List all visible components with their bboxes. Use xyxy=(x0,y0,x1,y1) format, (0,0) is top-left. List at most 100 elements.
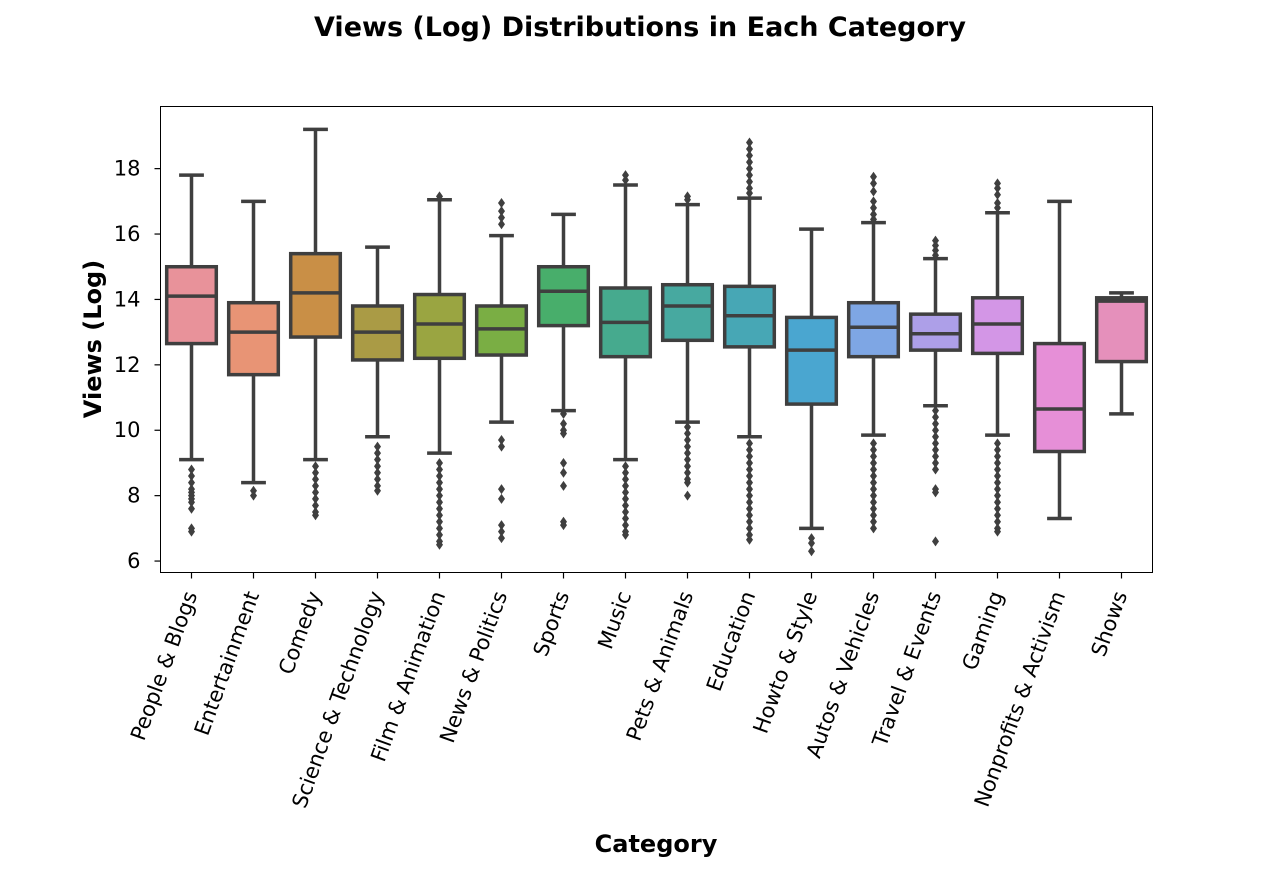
outlier-point xyxy=(498,520,505,531)
outlier-point xyxy=(746,503,753,514)
y-axis: 6 8 10 12 14 16 18 xyxy=(114,157,161,573)
outlier-point xyxy=(436,497,443,508)
outlier-point xyxy=(684,454,691,465)
outlier-point xyxy=(746,510,753,521)
outlier-point xyxy=(560,520,567,531)
outlier-point xyxy=(560,408,567,419)
outlier-point xyxy=(374,474,381,485)
boxes-layer xyxy=(164,127,1149,557)
outlier-point xyxy=(932,250,939,261)
outlier-point xyxy=(932,425,939,436)
outlier-point xyxy=(188,503,195,514)
outlier-point xyxy=(188,497,195,508)
outlier-point xyxy=(560,457,567,468)
outlier-point xyxy=(870,444,877,455)
outlier-point xyxy=(994,471,1001,482)
outlier-point xyxy=(374,454,381,465)
outlier-point xyxy=(994,497,1001,508)
outlier-point xyxy=(498,441,505,452)
y-tick-label: 8 xyxy=(127,484,140,508)
outlier-point xyxy=(870,457,877,468)
outlier-point xyxy=(250,490,257,501)
x-tick-label: Education xyxy=(702,588,760,694)
x-axis-label: Category xyxy=(595,830,718,858)
outlier-point xyxy=(746,176,753,187)
outlier-point xyxy=(870,451,877,462)
x-tick-label: Gaming xyxy=(958,588,1009,673)
outlier-point xyxy=(932,431,939,442)
outlier-point xyxy=(932,451,939,462)
outlier-point xyxy=(932,444,939,455)
outlier-point xyxy=(746,157,753,168)
outlier-point xyxy=(560,428,567,439)
outlier-point xyxy=(994,444,1001,455)
outlier-point xyxy=(932,438,939,449)
outlier-point xyxy=(622,461,629,472)
x-tick-label: Pets & Animals xyxy=(622,588,698,744)
box xyxy=(412,292,467,361)
outlier-point xyxy=(560,418,567,429)
outlier-point xyxy=(436,523,443,534)
outlier-point xyxy=(622,507,629,518)
outlier-point xyxy=(994,484,1001,495)
outlier-point xyxy=(746,477,753,488)
outlier-point xyxy=(684,490,691,501)
outlier-point xyxy=(932,464,939,475)
outlier-point xyxy=(374,485,381,496)
outlier-point xyxy=(436,510,443,521)
outlier-point xyxy=(932,418,939,429)
outlier-point xyxy=(684,194,691,205)
outlier-point xyxy=(498,484,505,495)
outlier-point xyxy=(870,171,877,182)
outlier-point xyxy=(684,477,691,488)
y-tick-label: 16 xyxy=(114,222,141,246)
outlier-point xyxy=(312,500,319,511)
box xyxy=(1032,341,1087,454)
y-tick-label: 6 xyxy=(127,549,140,573)
outlier-point xyxy=(622,529,629,540)
outlier-point xyxy=(374,441,381,452)
y-tick-label: 12 xyxy=(114,353,141,377)
outlier-point xyxy=(312,474,319,485)
outlier-point xyxy=(622,467,629,478)
outlier-point xyxy=(622,474,629,485)
box xyxy=(846,300,901,359)
outlier-point xyxy=(746,490,753,501)
box-group xyxy=(1032,199,1087,521)
y-tick-label: 14 xyxy=(114,287,141,311)
outlier-point xyxy=(498,212,505,223)
outlier-point xyxy=(498,533,505,544)
y-axis-label: Views (Log) xyxy=(79,260,107,418)
outlier-point xyxy=(498,219,505,230)
outlier-point xyxy=(188,471,195,482)
outlier-point xyxy=(312,510,319,521)
box-group xyxy=(846,171,901,534)
outlier-point xyxy=(622,493,629,504)
outlier-point xyxy=(684,461,691,472)
outlier-point xyxy=(870,464,877,475)
outlier-point xyxy=(436,539,443,550)
plot-area-frame xyxy=(160,106,1153,573)
outlier-point xyxy=(684,428,691,439)
outlier-point xyxy=(746,457,753,468)
box xyxy=(1094,296,1149,364)
box xyxy=(660,282,715,343)
outlier-point xyxy=(870,178,877,189)
outlier-point xyxy=(746,471,753,482)
outlier-point xyxy=(994,510,1001,521)
y-tick-label: 10 xyxy=(114,418,141,442)
outlier-point xyxy=(622,500,629,511)
box-group xyxy=(598,170,653,540)
box-group xyxy=(784,227,839,557)
outlier-point xyxy=(188,477,195,488)
outlier-point xyxy=(436,464,443,475)
outlier-point xyxy=(870,477,877,488)
x-tick-label: Travel & Events xyxy=(867,588,946,751)
box-group xyxy=(474,197,529,544)
outlier-point xyxy=(560,467,567,478)
outlier-point xyxy=(436,191,443,202)
outlier-point xyxy=(436,484,443,495)
outlier-point xyxy=(374,461,381,472)
